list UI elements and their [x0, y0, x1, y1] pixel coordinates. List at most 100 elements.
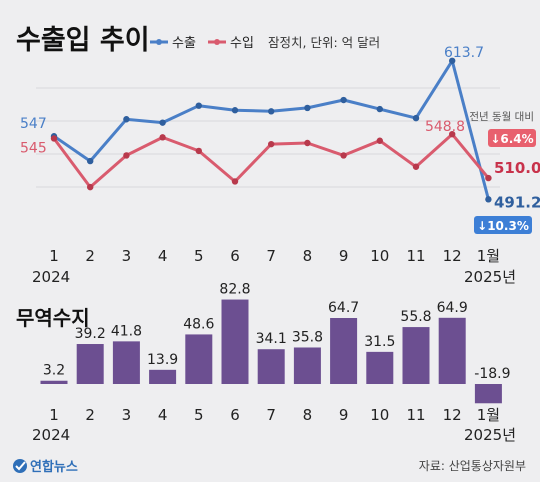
data-point	[123, 152, 130, 159]
data-point	[304, 104, 311, 112]
x-tick-label: 8	[303, 406, 313, 424]
data-point	[485, 196, 492, 203]
data-point	[485, 174, 492, 182]
x-tick-label: 3	[122, 247, 132, 265]
logo-mark-icon	[13, 459, 27, 473]
x-tick-label: 12	[443, 406, 462, 424]
x-tick-label: 6	[230, 406, 240, 424]
data-point	[231, 178, 239, 185]
bar-value-label: 55.8	[400, 309, 431, 325]
x-tick-label: 1월	[477, 247, 500, 265]
grid	[36, 87, 500, 188]
bar	[40, 380, 68, 384]
yoy-export-value: ↓10.3%	[477, 219, 529, 233]
bar	[474, 384, 502, 404]
x-tick-label: 8	[303, 247, 313, 265]
data-point	[449, 130, 456, 138]
chart-title: 수출입 추이	[16, 25, 150, 56]
data-point	[195, 147, 202, 155]
data-point	[87, 183, 94, 191]
bar	[76, 344, 104, 384]
x-tick-label: 1월	[477, 406, 500, 424]
x-tick-label: 9	[339, 406, 349, 424]
legend-marker	[214, 39, 220, 45]
bar-value-label: 35.8	[292, 329, 323, 345]
data-point	[376, 137, 383, 144]
legend-label: 수입	[230, 36, 254, 51]
year-label-end: 2025년	[464, 268, 516, 286]
value-label: 548.8	[425, 119, 465, 135]
value-label: 510.0	[494, 159, 540, 177]
data-point	[412, 114, 420, 122]
yoy-import-value: ↓6.4%	[490, 132, 533, 146]
bar	[257, 349, 285, 384]
value-label: 547	[20, 116, 47, 132]
legend-label: 수출	[172, 36, 196, 51]
data-point	[268, 140, 275, 148]
data-point	[123, 116, 130, 123]
data-point	[340, 96, 347, 104]
data-point	[376, 105, 383, 113]
bar	[330, 318, 358, 384]
bar	[221, 299, 249, 384]
bar	[293, 347, 321, 384]
x-tick-label: 12	[443, 247, 462, 265]
x-tick-label: 10	[370, 406, 389, 424]
line-series	[50, 57, 492, 203]
yoy-badge-export: ↓10.3%	[474, 216, 532, 234]
bar-value-label: 31.5	[364, 334, 395, 350]
bar-value-label: 48.6	[183, 316, 214, 332]
bar	[149, 369, 177, 384]
data-point	[87, 157, 94, 165]
chart-labels: 수출입 추이 수출 수입 잠정치, 단위: 억 달러547545613.7548.85…	[13, 25, 540, 475]
x-tick-label: 4	[158, 406, 168, 424]
bar	[438, 317, 466, 384]
bar-value-label: 41.8	[111, 323, 142, 339]
data-point	[412, 163, 420, 170]
data-point	[159, 119, 166, 126]
bar-value-label: 64.7	[328, 300, 359, 316]
logo-text: 연합뉴스	[30, 459, 78, 475]
bar-value-label: 3.2	[43, 363, 65, 379]
value-label: 545	[20, 140, 47, 156]
x-tick-label: 7	[266, 247, 276, 265]
bar-value-label: 64.9	[437, 300, 468, 316]
bar-value-label: -18.9	[474, 366, 510, 382]
bar-value-label: 82.8	[219, 282, 250, 298]
year-label-start: 2024	[32, 268, 70, 286]
data-point	[304, 139, 311, 147]
data-point	[340, 152, 347, 159]
series-line	[53, 59, 490, 200]
bar-series	[40, 299, 502, 404]
bar-chart-title: 무역수지	[16, 306, 90, 330]
year-label-start: 2024	[32, 426, 70, 444]
bar	[112, 341, 140, 384]
bar-value-label: 13.9	[147, 352, 178, 368]
source-note: 자료: 산업통상자원부	[419, 459, 526, 473]
x-tick-label: 9	[339, 247, 349, 265]
x-tick-label: 2	[85, 406, 95, 424]
data-point	[50, 135, 58, 142]
x-tick-label: 6	[230, 247, 240, 265]
x-tick-label: 11	[406, 406, 425, 424]
value-label: 613.7	[444, 45, 484, 61]
data-point	[449, 57, 456, 64]
year-label-end: 2025년	[464, 426, 516, 444]
bar-value-label: 39.2	[75, 326, 106, 342]
x-tick-label: 2	[85, 247, 95, 265]
x-tick-label: 1	[49, 247, 59, 265]
data-point	[159, 134, 166, 141]
x-tick-label: 7	[266, 406, 276, 424]
x-tick-label: 1	[49, 406, 59, 424]
x-tick-label: 4	[158, 247, 168, 265]
value-label: 491.2	[494, 193, 540, 211]
x-tick-label: 5	[194, 406, 204, 424]
publisher-logo: 연합뉴스	[13, 459, 78, 475]
data-point	[268, 108, 275, 115]
bar	[402, 327, 430, 384]
data-point	[195, 102, 202, 109]
chart-subtitle: 잠정치, 단위: 억 달러	[268, 35, 380, 50]
legend-marker	[156, 39, 162, 45]
bar	[366, 351, 394, 384]
